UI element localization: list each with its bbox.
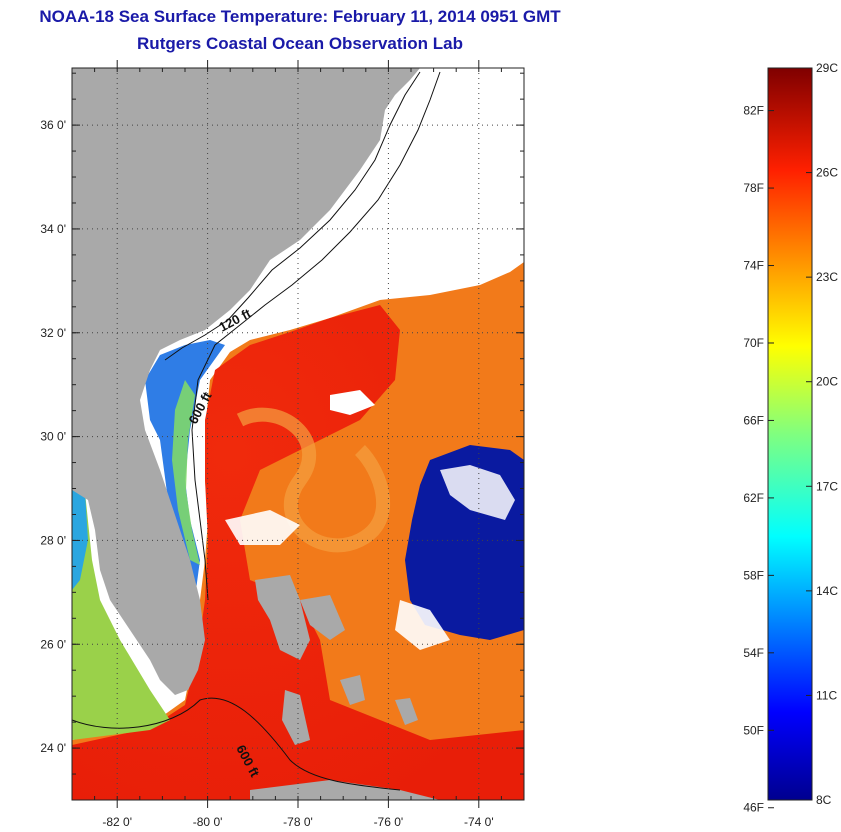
chart-title: NOAA-18 Sea Surface Temperature: Februar… [39,7,561,26]
celsius-scale: 29C 26C 23C 20C 17C 14C 11C 8C [806,61,838,807]
lat-tick-label: 32 0' [40,326,66,340]
celsius-label: 8C [816,793,832,807]
fahrenheit-label: 78F [743,181,764,195]
celsius-label: 20C [816,375,838,389]
land-cuba [250,780,440,800]
eddy-swirl [236,407,391,553]
contour-600ft [191,71,441,601]
fahrenheit-label: 62F [743,491,764,505]
lon-tick-label: -76 0' [374,815,404,829]
fahrenheit-label: 82F [743,104,764,118]
gulf-of-mexico-water [72,490,170,740]
fahrenheit-label: 66F [743,413,764,427]
lat-tick-label: 24 0' [40,741,66,755]
fahrenheit-label: 50F [743,723,764,737]
celsius-label: 11C [816,688,837,702]
celsius-label: 26C [816,166,838,180]
fahrenheit-label: 54F [743,646,764,660]
fahrenheit-scale: 82F 78F 74F 70F 66F 62F 58F 54F 50F 46F [743,104,774,815]
map-gridlines [71,60,525,808]
longitude-labels: -82 0' -80 0' -78 0' -76 0' -74 0' [102,815,493,829]
colorbar-gradient [767,67,813,801]
celsius-label: 23C [816,270,838,284]
lat-tick-label: 28 0' [40,533,66,547]
land-bahamas [255,575,310,660]
lat-tick-label: 34 0' [40,222,66,236]
fahrenheit-label: 58F [743,568,764,582]
latitude-labels: 36 0' 34 0' 32 0' 30 0' 28 0' 26 0' 24 0' [40,118,66,755]
lat-tick-label: 36 0' [40,118,66,132]
lon-tick-label: -78 0' [283,815,313,829]
fahrenheit-label: 74F [743,259,764,273]
chart-subtitle: Rutgers Coastal Ocean Observation Lab [137,34,463,53]
fahrenheit-label: 70F [743,336,764,350]
lat-tick-label: 26 0' [40,637,66,651]
fahrenheit-label: 46F [743,801,764,815]
lon-tick-label: -74 0' [464,815,494,829]
land-mainland [72,68,420,695]
celsius-label: 29C [816,61,838,75]
lon-tick-label: -80 0' [193,815,223,829]
lon-tick-label: -82 0' [102,815,132,829]
celsius-label: 17C [816,479,838,493]
contour-120ft [164,71,421,361]
celsius-label: 14C [816,584,838,598]
lat-tick-label: 30 0' [40,430,66,444]
